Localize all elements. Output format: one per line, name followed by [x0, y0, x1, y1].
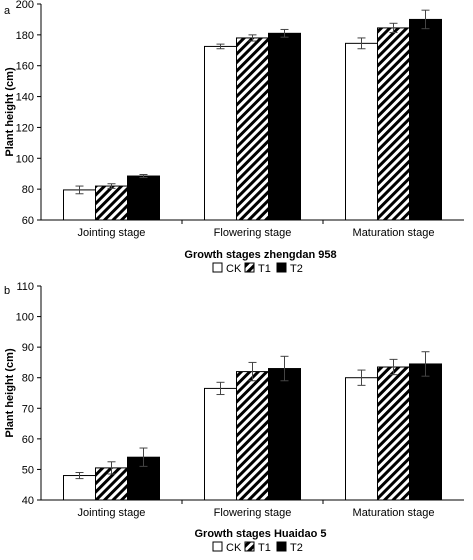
y-tick-label: 100 — [16, 312, 34, 324]
legend-label-ck: CK — [226, 263, 242, 275]
legend-label-t2: T2 — [290, 263, 303, 275]
y-axis-label: Plant height (cm) — [4, 67, 16, 157]
x-axis-label: Growth stages Huaidao 5 — [194, 528, 326, 540]
x-tick-label: Jointing stage — [78, 227, 146, 239]
y-tick-label: 100 — [16, 153, 34, 165]
legend-label-ck: CK — [226, 542, 242, 554]
x-axis-label: Growth stages zhengdan 958 — [184, 249, 336, 261]
bar-t2 — [409, 363, 442, 501]
y-tick-label: 60 — [22, 434, 34, 446]
bar-ck — [204, 45, 237, 221]
x-tick-label: Maturation stage — [353, 507, 435, 519]
x-tick-label: Maturation stage — [353, 227, 435, 239]
bar-ck — [345, 42, 378, 221]
y-tick-label: 70 — [22, 403, 34, 415]
bar-ck — [204, 387, 237, 501]
bar-ck — [63, 475, 96, 501]
y-axis-label: Plant height (cm) — [4, 348, 16, 438]
y-tick-label: 50 — [22, 464, 34, 476]
y-tick-label: 200 — [16, 0, 34, 11]
y-tick-label: 40 — [22, 495, 34, 507]
legend-swatch-ck — [212, 262, 223, 273]
panel-letter: a — [4, 5, 11, 17]
y-tick-label: 60 — [22, 215, 34, 227]
bar-t2 — [127, 175, 160, 221]
bar-t1 — [95, 185, 128, 221]
legend-swatch-t1 — [244, 541, 255, 552]
bar-t1 — [377, 366, 410, 501]
legend-label-t2: T2 — [290, 542, 303, 554]
y-tick-label: 140 — [16, 92, 34, 104]
legend-swatch-ck — [212, 541, 223, 552]
bar-t2 — [268, 368, 301, 501]
y-tick-label: 180 — [16, 30, 34, 42]
bar-ck — [345, 377, 378, 501]
bar-t1 — [377, 27, 410, 221]
y-tick-label: 120 — [16, 122, 34, 134]
y-tick-label: 90 — [22, 342, 34, 354]
bar-ck — [63, 189, 96, 221]
y-tick-label: 160 — [16, 61, 34, 73]
y-tick-label: 80 — [22, 184, 34, 196]
x-tick-label: Flowering stage — [214, 507, 292, 519]
y-tick-label: 80 — [22, 373, 34, 385]
bar-t1 — [95, 467, 128, 501]
bar-t2 — [409, 18, 442, 221]
legend-label-t1: T1 — [258, 542, 271, 554]
x-tick-label: Jointing stage — [78, 507, 146, 519]
bar-t2 — [268, 32, 301, 221]
legend-swatch-t2 — [276, 541, 287, 552]
bar-t1 — [236, 37, 269, 221]
legend-label-t1: T1 — [258, 263, 271, 275]
legend-swatch-t1 — [244, 262, 255, 273]
legend-swatch-t2 — [276, 262, 287, 273]
bar-t1 — [236, 371, 269, 501]
y-tick-label: 110 — [16, 281, 34, 293]
panel-letter: b — [4, 285, 10, 297]
x-tick-label: Flowering stage — [214, 227, 292, 239]
